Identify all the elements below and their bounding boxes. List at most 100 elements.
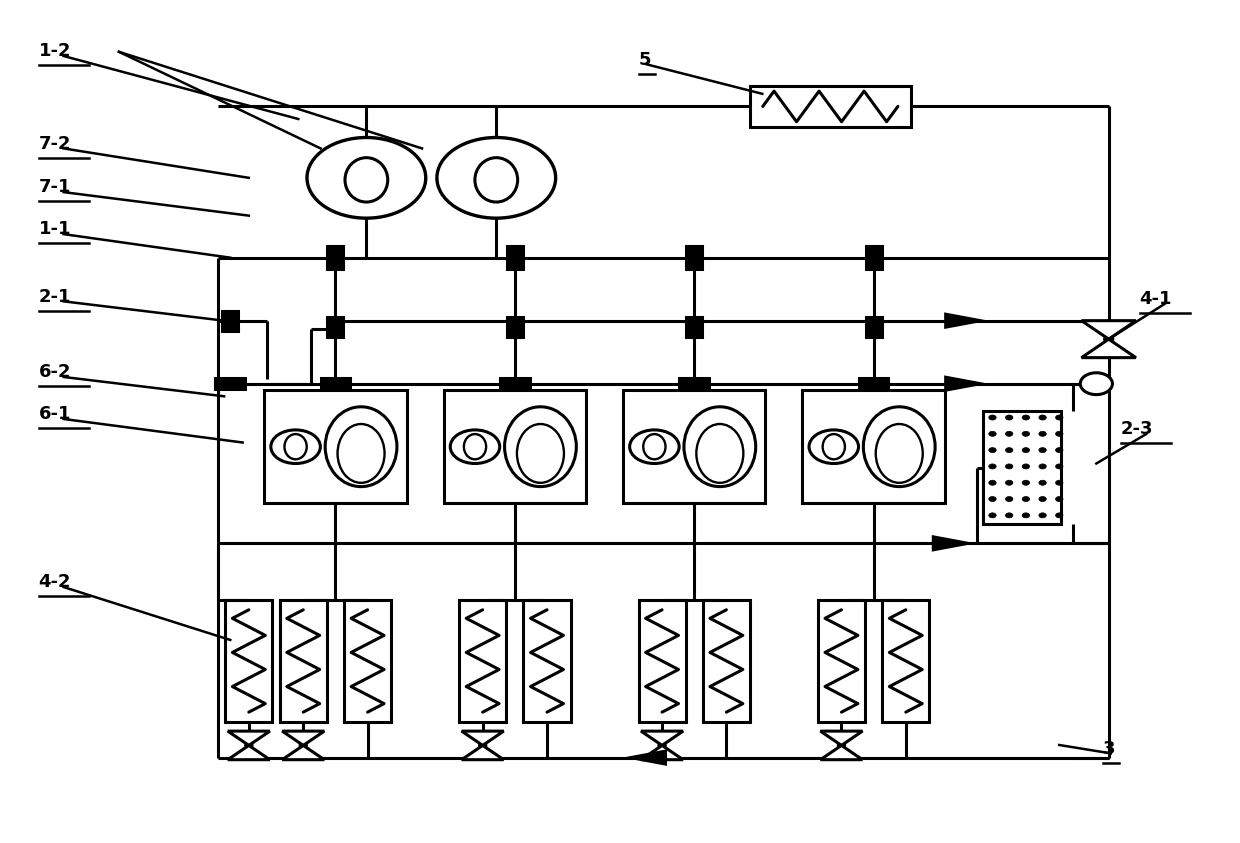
- Circle shape: [1039, 464, 1047, 469]
- Text: 1-1: 1-1: [38, 220, 71, 239]
- Circle shape: [480, 744, 486, 748]
- Ellipse shape: [337, 424, 384, 483]
- Circle shape: [1006, 464, 1013, 469]
- Circle shape: [1022, 464, 1029, 469]
- Circle shape: [1055, 464, 1063, 469]
- Text: 6-1: 6-1: [38, 405, 71, 423]
- Circle shape: [308, 137, 425, 218]
- Polygon shape: [283, 731, 325, 745]
- Polygon shape: [461, 745, 503, 760]
- Bar: [866, 246, 882, 270]
- Circle shape: [808, 430, 858, 464]
- Circle shape: [1055, 481, 1063, 486]
- Ellipse shape: [517, 424, 564, 483]
- Bar: [983, 411, 1061, 524]
- Bar: [802, 390, 945, 503]
- Ellipse shape: [505, 407, 577, 486]
- Circle shape: [1006, 497, 1013, 502]
- Circle shape: [1039, 432, 1047, 437]
- Bar: [883, 600, 929, 722]
- Text: 4-2: 4-2: [38, 573, 71, 591]
- Bar: [280, 600, 327, 722]
- Polygon shape: [944, 375, 988, 392]
- Circle shape: [1055, 415, 1063, 420]
- Ellipse shape: [822, 434, 844, 459]
- Circle shape: [1022, 497, 1029, 502]
- Bar: [750, 86, 910, 126]
- Circle shape: [1055, 448, 1063, 453]
- Circle shape: [988, 448, 996, 453]
- Bar: [459, 600, 506, 722]
- Circle shape: [1022, 432, 1029, 437]
- Circle shape: [988, 432, 996, 437]
- Bar: [507, 317, 523, 337]
- Bar: [523, 600, 570, 722]
- Bar: [639, 600, 686, 722]
- Circle shape: [1006, 432, 1013, 437]
- Polygon shape: [228, 745, 270, 760]
- Ellipse shape: [644, 434, 666, 459]
- Bar: [680, 379, 709, 389]
- Circle shape: [630, 430, 680, 464]
- Bar: [343, 600, 391, 722]
- Bar: [507, 246, 523, 270]
- Circle shape: [1055, 432, 1063, 437]
- Circle shape: [1039, 448, 1047, 453]
- Circle shape: [1022, 448, 1029, 453]
- Circle shape: [270, 430, 320, 464]
- Circle shape: [1039, 415, 1047, 420]
- Bar: [264, 390, 407, 503]
- Ellipse shape: [464, 434, 486, 459]
- Circle shape: [1022, 513, 1029, 518]
- Circle shape: [1080, 373, 1112, 395]
- Bar: [500, 379, 529, 389]
- Text: 2-1: 2-1: [38, 287, 71, 305]
- Circle shape: [300, 744, 306, 748]
- Polygon shape: [1081, 339, 1136, 357]
- Text: 7-2: 7-2: [38, 135, 71, 153]
- Polygon shape: [944, 313, 988, 329]
- Circle shape: [988, 513, 996, 518]
- Bar: [686, 317, 702, 337]
- Bar: [327, 246, 343, 270]
- Polygon shape: [931, 535, 976, 551]
- Text: 2-3: 2-3: [1121, 421, 1153, 438]
- Bar: [327, 317, 343, 337]
- Ellipse shape: [697, 424, 743, 483]
- Bar: [859, 379, 889, 389]
- Circle shape: [1022, 415, 1029, 420]
- Text: 1-2: 1-2: [38, 42, 71, 60]
- Ellipse shape: [345, 158, 388, 202]
- Circle shape: [1006, 513, 1013, 518]
- Polygon shape: [641, 731, 683, 745]
- Circle shape: [658, 744, 665, 748]
- Polygon shape: [641, 745, 683, 760]
- Circle shape: [450, 430, 500, 464]
- Bar: [444, 390, 587, 503]
- Circle shape: [436, 137, 556, 218]
- Ellipse shape: [875, 424, 923, 483]
- Polygon shape: [283, 745, 325, 760]
- Bar: [866, 317, 882, 337]
- Circle shape: [988, 481, 996, 486]
- Bar: [686, 246, 702, 270]
- Circle shape: [1039, 513, 1047, 518]
- Polygon shape: [461, 731, 503, 745]
- Circle shape: [1039, 481, 1047, 486]
- Circle shape: [1006, 448, 1013, 453]
- Bar: [703, 600, 750, 722]
- Bar: [818, 600, 866, 722]
- Circle shape: [1039, 497, 1047, 502]
- Circle shape: [988, 464, 996, 469]
- Polygon shape: [1081, 320, 1136, 339]
- Text: 5: 5: [639, 51, 651, 68]
- Text: 7-1: 7-1: [38, 179, 71, 196]
- Bar: [216, 379, 246, 389]
- Circle shape: [1022, 481, 1029, 486]
- Text: 3: 3: [1102, 739, 1115, 758]
- Bar: [226, 600, 273, 722]
- Ellipse shape: [684, 407, 755, 486]
- Ellipse shape: [325, 407, 397, 486]
- Polygon shape: [228, 731, 270, 745]
- Circle shape: [838, 744, 844, 748]
